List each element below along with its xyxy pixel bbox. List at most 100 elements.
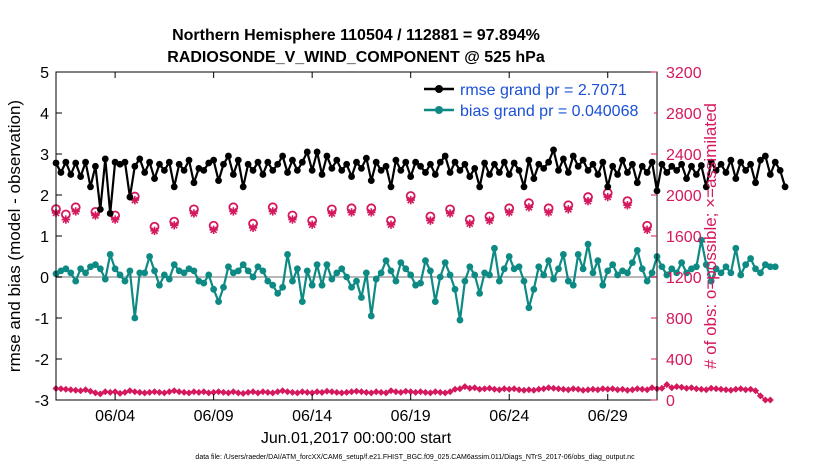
- obs-count-series: [51, 188, 653, 236]
- bias-point: [239, 261, 247, 269]
- possible-low-point: [338, 389, 346, 397]
- possible-low-point: [486, 384, 494, 392]
- rmse-point: [555, 167, 562, 174]
- rmse-point: [495, 169, 503, 176]
- possible-low-point: [692, 385, 700, 393]
- possible-low-point: [589, 385, 597, 393]
- bias-point: [757, 269, 764, 277]
- bias-point: [131, 314, 139, 322]
- possible-low-point: [633, 385, 641, 393]
- possible-low-point: [707, 384, 715, 392]
- rmse-point: [456, 167, 464, 174]
- rmse-point: [515, 167, 523, 174]
- bias-point: [397, 259, 405, 267]
- possible-low-point: [402, 387, 410, 395]
- rmse-point: [579, 156, 587, 164]
- bias-point: [500, 265, 508, 273]
- bias-point: [609, 261, 617, 269]
- rmse-point: [303, 148, 311, 156]
- possible-low-point: [254, 389, 262, 397]
- bias-point: [589, 269, 597, 277]
- bias-point: [530, 285, 538, 293]
- possible-low-point: [594, 386, 602, 394]
- bias-point: [77, 265, 85, 273]
- possible-low-point: [308, 389, 316, 397]
- assimilated-point: [71, 207, 80, 216]
- bias-point: [732, 244, 740, 252]
- rmse-point: [333, 156, 341, 164]
- possible-low-series: [52, 381, 774, 404]
- legend-rmse-label: rmse grand pr = 2.7071: [460, 82, 627, 99]
- possible-low-point: [742, 386, 750, 394]
- bias-point: [303, 267, 311, 275]
- assimilated-point: [564, 205, 573, 214]
- rmse-point: [678, 160, 686, 168]
- possible-low-point: [752, 387, 760, 395]
- rmse-point: [229, 171, 237, 178]
- rmse-series: [52, 146, 789, 217]
- rmse-point: [205, 159, 213, 167]
- bias-point: [269, 281, 277, 289]
- possible-low-point: [545, 384, 553, 392]
- possible-low-point: [559, 385, 567, 393]
- assimilated-point: [327, 209, 337, 218]
- bias-point: [727, 269, 735, 277]
- bias-point: [702, 261, 710, 269]
- assimilated-point: [386, 220, 396, 229]
- rmse-point: [392, 156, 400, 164]
- chart-subtitle: RADIOSONDE_V_WIND_COMPONENT @ 525 hPa: [167, 49, 545, 66]
- possible-low-point: [717, 385, 725, 393]
- possible-low-point: [72, 386, 80, 394]
- y2-tick-label: 2000: [666, 188, 702, 205]
- assimilated-point: [268, 207, 277, 216]
- rmse-point: [274, 160, 282, 168]
- assimilated-point: [229, 207, 238, 216]
- possible-low-point: [101, 388, 109, 396]
- possible-low-point: [599, 385, 607, 393]
- possible-low-point: [343, 388, 351, 396]
- rmse-point: [599, 158, 607, 166]
- rmse-point: [279, 152, 287, 160]
- bias-point: [535, 263, 543, 271]
- rmse-point: [362, 154, 370, 162]
- possible-low-point: [126, 387, 134, 395]
- bias-point: [146, 253, 153, 260]
- rmse-point: [550, 146, 557, 154]
- possible-low-point: [569, 385, 577, 393]
- possible-low-point: [392, 388, 400, 396]
- possible-low-point: [259, 388, 267, 396]
- possible-low-point: [550, 384, 558, 392]
- bias-point: [392, 277, 400, 285]
- bias-point: [426, 267, 434, 275]
- possible-low-point: [417, 388, 425, 396]
- rmse-point: [761, 152, 769, 160]
- possible-low-point: [431, 388, 439, 396]
- bias-point: [254, 263, 262, 271]
- rmse-point: [215, 177, 222, 185]
- rmse-point: [269, 167, 277, 174]
- possible-low-point: [525, 386, 533, 394]
- x-axis-label: Jun.01,2017 00:00:00 start: [261, 430, 452, 447]
- rmse-point: [648, 158, 656, 166]
- bias-point: [205, 271, 213, 279]
- possible-low-point: [451, 385, 459, 393]
- rmse-point: [106, 210, 114, 217]
- assimilated-point: [347, 208, 356, 217]
- possible-low-point: [737, 385, 745, 393]
- rmse-point: [165, 158, 173, 166]
- rmse-point: [323, 152, 331, 160]
- bias-point: [358, 294, 365, 301]
- rmse-point: [747, 160, 754, 168]
- bias-point: [515, 263, 523, 271]
- bias-point: [362, 269, 370, 277]
- assimilated-point: [583, 196, 593, 206]
- rmse-point: [343, 160, 351, 168]
- possible-low-point: [609, 385, 617, 393]
- y2-tick-label: 400: [666, 352, 693, 369]
- possible-low-point: [333, 388, 341, 396]
- legend-bias-marker: [435, 106, 443, 114]
- possible-low-point: [367, 389, 375, 397]
- y2-tick-label: 1600: [666, 229, 702, 246]
- rmse-point: [505, 171, 513, 178]
- possible-low-point: [619, 385, 627, 393]
